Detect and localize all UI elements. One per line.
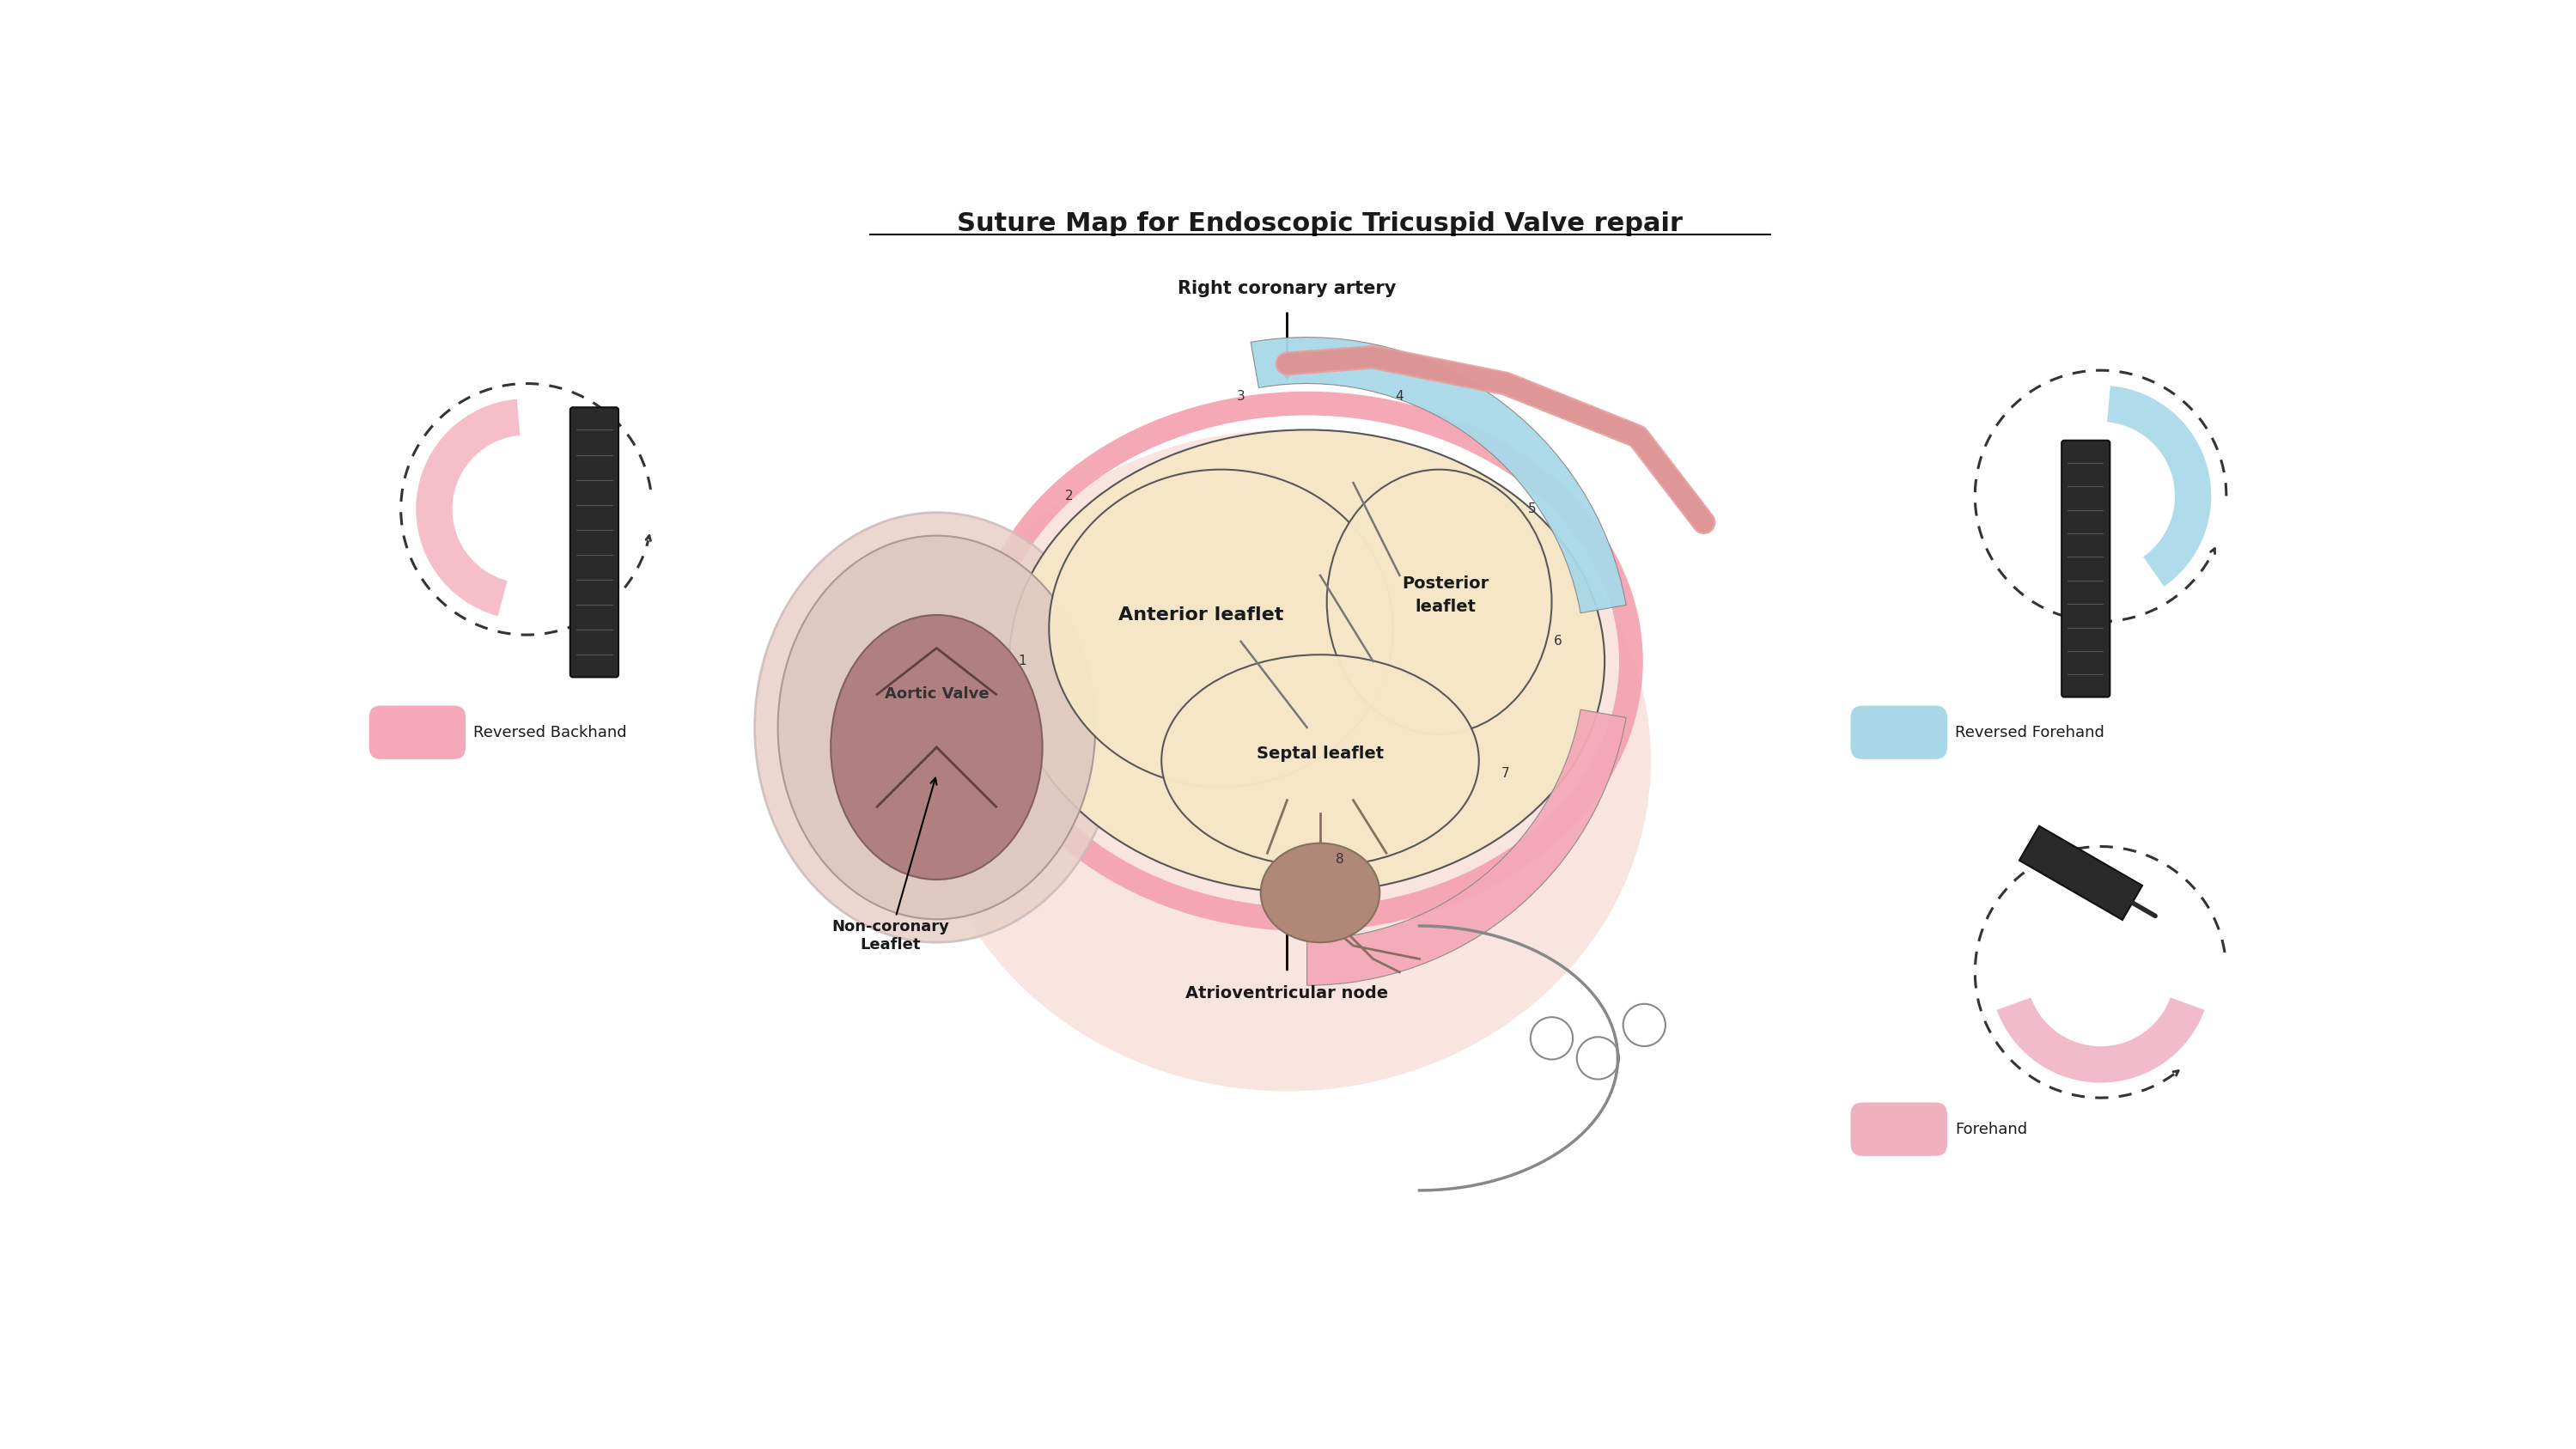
Text: Suture Map for Endoscopic Tricuspid Valve repair: Suture Map for Endoscopic Tricuspid Valv… — [958, 212, 1682, 236]
Ellipse shape — [1162, 655, 1479, 867]
Text: 7: 7 — [1502, 768, 1510, 780]
Ellipse shape — [1260, 843, 1381, 942]
Text: Anterior leaflet: Anterior leaflet — [1118, 607, 1283, 623]
Wedge shape — [2107, 385, 2210, 587]
Text: Reversed Forehand: Reversed Forehand — [1955, 724, 2105, 740]
FancyBboxPatch shape — [569, 407, 618, 677]
Text: 8: 8 — [1337, 853, 1345, 867]
Text: 3: 3 — [1236, 390, 1244, 403]
Ellipse shape — [778, 536, 1095, 919]
Wedge shape — [1306, 710, 1625, 985]
Text: Reversed Backhand: Reversed Backhand — [474, 724, 626, 740]
Text: Right coronary artery: Right coronary artery — [1177, 280, 1396, 297]
Wedge shape — [1996, 997, 2205, 1082]
Wedge shape — [1252, 338, 1625, 613]
Text: 1: 1 — [1018, 655, 1028, 668]
FancyBboxPatch shape — [1850, 706, 1947, 759]
Ellipse shape — [755, 513, 1118, 942]
Ellipse shape — [832, 614, 1043, 880]
Polygon shape — [2020, 826, 2143, 920]
Ellipse shape — [1048, 469, 1394, 787]
Text: Septal leaflet: Septal leaflet — [1257, 746, 1383, 762]
FancyBboxPatch shape — [2061, 440, 2110, 697]
Text: Forehand: Forehand — [1955, 1122, 2027, 1137]
Text: Non-coronary
Leaflet: Non-coronary Leaflet — [832, 778, 948, 952]
Text: 6: 6 — [1553, 635, 1564, 648]
Text: Aortic Valve: Aortic Valve — [884, 687, 989, 703]
Text: 4: 4 — [1396, 390, 1404, 403]
Text: 5: 5 — [1528, 503, 1535, 516]
Text: 2: 2 — [1064, 490, 1074, 503]
Wedge shape — [415, 398, 520, 616]
FancyBboxPatch shape — [368, 706, 466, 759]
Ellipse shape — [1010, 430, 1605, 893]
FancyBboxPatch shape — [1850, 1103, 1947, 1156]
Ellipse shape — [922, 430, 1651, 1091]
Text: Atrioventricular node: Atrioventricular node — [1185, 985, 1388, 1001]
Text: Posterior
leaflet: Posterior leaflet — [1401, 575, 1489, 614]
Ellipse shape — [1327, 469, 1551, 735]
